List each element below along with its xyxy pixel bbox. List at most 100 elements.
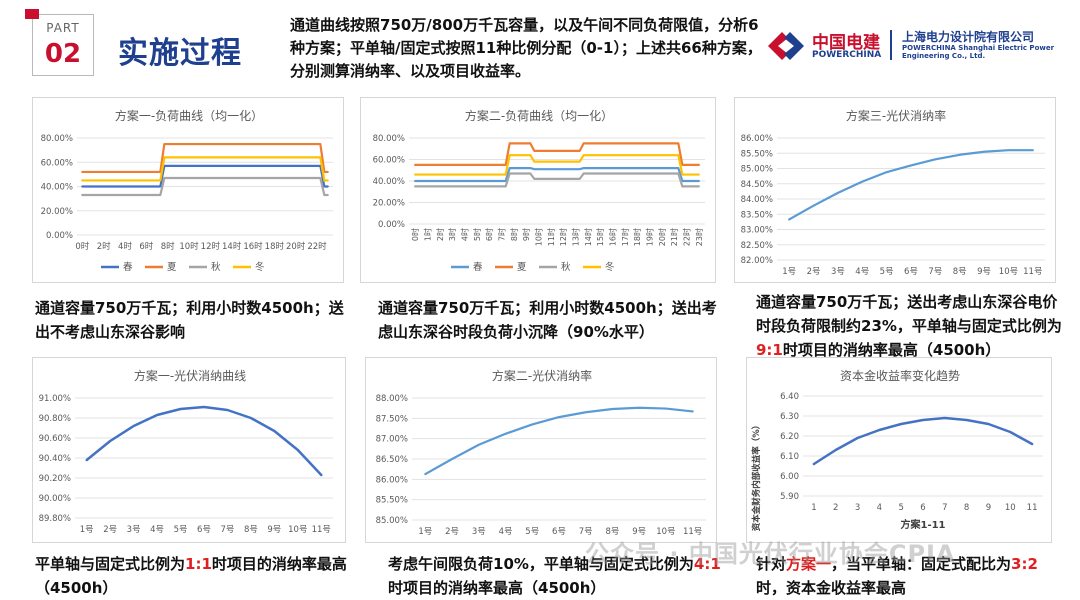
y-tick-label: 85.50% bbox=[741, 149, 773, 159]
x-axis-label: 方案1-11 bbox=[900, 518, 945, 531]
x-tick-label: 9 bbox=[986, 503, 991, 513]
logo-name-en: POWERCHINA bbox=[812, 50, 882, 60]
y-tick-label: 83.50% bbox=[741, 210, 773, 220]
chart-title: 方案一-负荷曲线（均一化） bbox=[115, 108, 263, 123]
x-tick-label: 8号 bbox=[953, 267, 967, 277]
legend-label: 秋 bbox=[561, 261, 571, 273]
x-tick-label: 13时 bbox=[571, 228, 581, 246]
x-tick-label: 3 bbox=[855, 503, 860, 513]
logo-subsidiary-en: POWERCHINA Shanghai Electric Power Engin… bbox=[902, 44, 1055, 60]
chart-title: 方案二-光伏消纳率 bbox=[492, 368, 592, 383]
powerchina-logo-icon bbox=[768, 32, 804, 60]
intro-text: 通道曲线按照750万/800万千瓦容量，以及午间不同负荷限值，分析6种方案；平单… bbox=[290, 16, 762, 80]
company-logo: 中国电建 POWERCHINA 上海电力设计院有限公司 POWERCHINA S… bbox=[764, 26, 1064, 66]
caption-3-text-a: 通道容量750万千瓦；送出考虑山东深谷电价时段负荷限制约23%，平单轴与固定式比… bbox=[756, 293, 1062, 335]
chart-panel-2: 方案二-负荷曲线（均一化） 0.00% 20.00% 40.00% 60.00% 80.0… bbox=[360, 97, 716, 283]
y-tick-label: 87.50% bbox=[376, 414, 408, 424]
caption-6-text-c: 时，资本金收益率最高 bbox=[756, 579, 907, 597]
x-tick-label: 18时 bbox=[632, 228, 642, 246]
x-tick-label: 7号 bbox=[220, 525, 234, 535]
part-number: 02 bbox=[44, 39, 82, 69]
x-tick-label: 15时 bbox=[595, 228, 605, 246]
x-tick-label: 2号 bbox=[807, 267, 821, 277]
x-tick-label: 7号 bbox=[928, 267, 942, 277]
x-tick-label: 3号 bbox=[831, 267, 845, 277]
caption-3-text-b: 时项目的消纳率最高（4500h） bbox=[782, 341, 1001, 359]
caption-5: 考虑午间限负荷10%，平单轴与固定式比例为4:1 时项目的消纳率最高（4500h） bbox=[388, 552, 728, 600]
x-tick-label: 6号 bbox=[904, 267, 918, 277]
page-title: 实施过程 bbox=[118, 36, 242, 71]
x-tick-label: 6时 bbox=[484, 228, 494, 241]
x-tick-label: 7 bbox=[942, 503, 947, 513]
x-tick-label: 11号 bbox=[1023, 267, 1042, 277]
series-line-1 bbox=[812, 416, 1034, 466]
x-tick-label: 17时 bbox=[620, 228, 630, 246]
legend-label: 秋 bbox=[211, 261, 221, 273]
x-tick-label: 10时 bbox=[534, 228, 544, 246]
part-tag: PART 02 bbox=[25, 9, 94, 76]
caption-4: 平单轴与固定式比例为1:1时项目的消纳率最高（4500h） bbox=[35, 552, 365, 600]
x-tick-label: 10号 bbox=[288, 525, 307, 535]
x-tick-label: 12时 bbox=[201, 241, 221, 252]
x-tick-label: 9号 bbox=[267, 525, 281, 535]
y-tick-label: 85.00% bbox=[741, 165, 773, 175]
x-tick-label: 5号 bbox=[174, 525, 188, 535]
y-tick-label: 60.00% bbox=[373, 156, 405, 166]
y-tick-label: 20.00% bbox=[41, 207, 73, 217]
y-axis-label: 资本金财务内部收益率（%） bbox=[751, 421, 762, 532]
x-tick-label: 18时 bbox=[265, 241, 285, 252]
y-tick-label: 90.80% bbox=[39, 414, 71, 424]
x-tick-label: 1号 bbox=[80, 525, 94, 535]
chart-title: 方案三-光伏消纳率 bbox=[846, 108, 946, 123]
caption-5-text-b: 时项目的消纳率最高（4500h） bbox=[388, 579, 606, 597]
x-tick-label: 8号 bbox=[244, 525, 258, 535]
chart-panel-5: 方案二-光伏消纳率 85.00% 85.50% 86.00% 86.50% 87.00% 8… bbox=[365, 357, 717, 543]
watermark: 公众号 · 中国光伏行业协会CPIA bbox=[585, 540, 956, 568]
chart-panel-6: 资本金收益率变化趋势 5.90 6.00 6.10 6.20 6.30 6.40 1 2 3 4 5 6… bbox=[746, 357, 1052, 543]
x-tick-label: 0时 bbox=[410, 228, 420, 241]
x-tick-label: 11号 bbox=[683, 527, 702, 537]
x-tick-label: 5号 bbox=[880, 267, 894, 277]
y-tick-label: 86.50% bbox=[376, 455, 408, 465]
y-tick-label: 0.00% bbox=[46, 231, 73, 241]
logo-subsidiary-cn: 上海电力设计院有限公司 bbox=[902, 30, 1035, 44]
x-tick-label: 3号 bbox=[472, 527, 486, 537]
series-line-春 bbox=[81, 164, 329, 188]
series-line-春 bbox=[414, 167, 700, 183]
y-tick-label: 6.20 bbox=[780, 432, 799, 442]
x-tick-label: 4 bbox=[877, 503, 882, 513]
y-tick-label: 87.00% bbox=[376, 435, 408, 445]
chart-absorption-1: 方案一-光伏消纳曲线 89.80% 90.00% 90.20% 90.40% 90.60%… bbox=[39, 368, 333, 535]
caption-5-highlight: 4:1 bbox=[693, 555, 721, 573]
x-tick-label: 8时 bbox=[509, 228, 519, 241]
x-tick-label: 11时 bbox=[546, 228, 556, 246]
caption-4-highlight: 1:1 bbox=[185, 555, 212, 573]
caption-6: 针对方案一，当平单轴：固定式配比为3:2 时，资本金收益率最高 bbox=[756, 552, 1066, 600]
caption-6-text-a: 针对 bbox=[756, 555, 787, 573]
x-tick-label: 10时 bbox=[179, 241, 199, 252]
y-tick-label: 86.00% bbox=[376, 475, 408, 485]
caption-3: 通道容量750万千瓦；送出考虑山东深谷电价时段负荷限制约23%，平单轴与固定式比… bbox=[756, 290, 1066, 362]
caption-6-highlight-1: 方案一 bbox=[786, 555, 832, 573]
x-tick-label: 12时 bbox=[558, 228, 568, 246]
x-tick-label: 5 bbox=[898, 503, 903, 513]
chart-panel-1: 方案一-负荷曲线（均一化） 0.00% 20.00% 40.00% 60.00% 80.0… bbox=[32, 97, 344, 283]
y-tick-label: 84.50% bbox=[741, 180, 773, 190]
x-tick-label: 14时 bbox=[583, 228, 593, 246]
x-tick-label: 22时 bbox=[682, 228, 692, 246]
x-tick-label: 2时 bbox=[97, 241, 111, 252]
y-tick-label: 6.00 bbox=[780, 472, 799, 482]
x-tick-label: 3号 bbox=[127, 525, 141, 535]
caption-4-text-b: 时项目的消纳率最高（4500h） bbox=[35, 555, 347, 597]
legend-label: 夏 bbox=[517, 262, 527, 273]
x-tick-label: 9时 bbox=[521, 228, 531, 241]
x-tick-label: 11 bbox=[1027, 503, 1038, 513]
y-tick-label: 85.50% bbox=[376, 496, 408, 506]
series-line-1 bbox=[788, 149, 1034, 221]
caption-2: 通道容量750万千瓦；利用小时数4500h；送出考虑山东深谷时段负荷小沉降（90… bbox=[378, 299, 717, 341]
caption-6-highlight-2: 3:2 bbox=[1011, 555, 1038, 573]
x-tick-label: 6 bbox=[920, 503, 925, 513]
x-tick-label: 4时 bbox=[460, 228, 470, 241]
y-tick-label: 86.00% bbox=[741, 134, 773, 144]
caption-1: 通道容量750万千瓦；利用小时数4500h；送出不考虑山东深谷影响 bbox=[35, 299, 344, 341]
